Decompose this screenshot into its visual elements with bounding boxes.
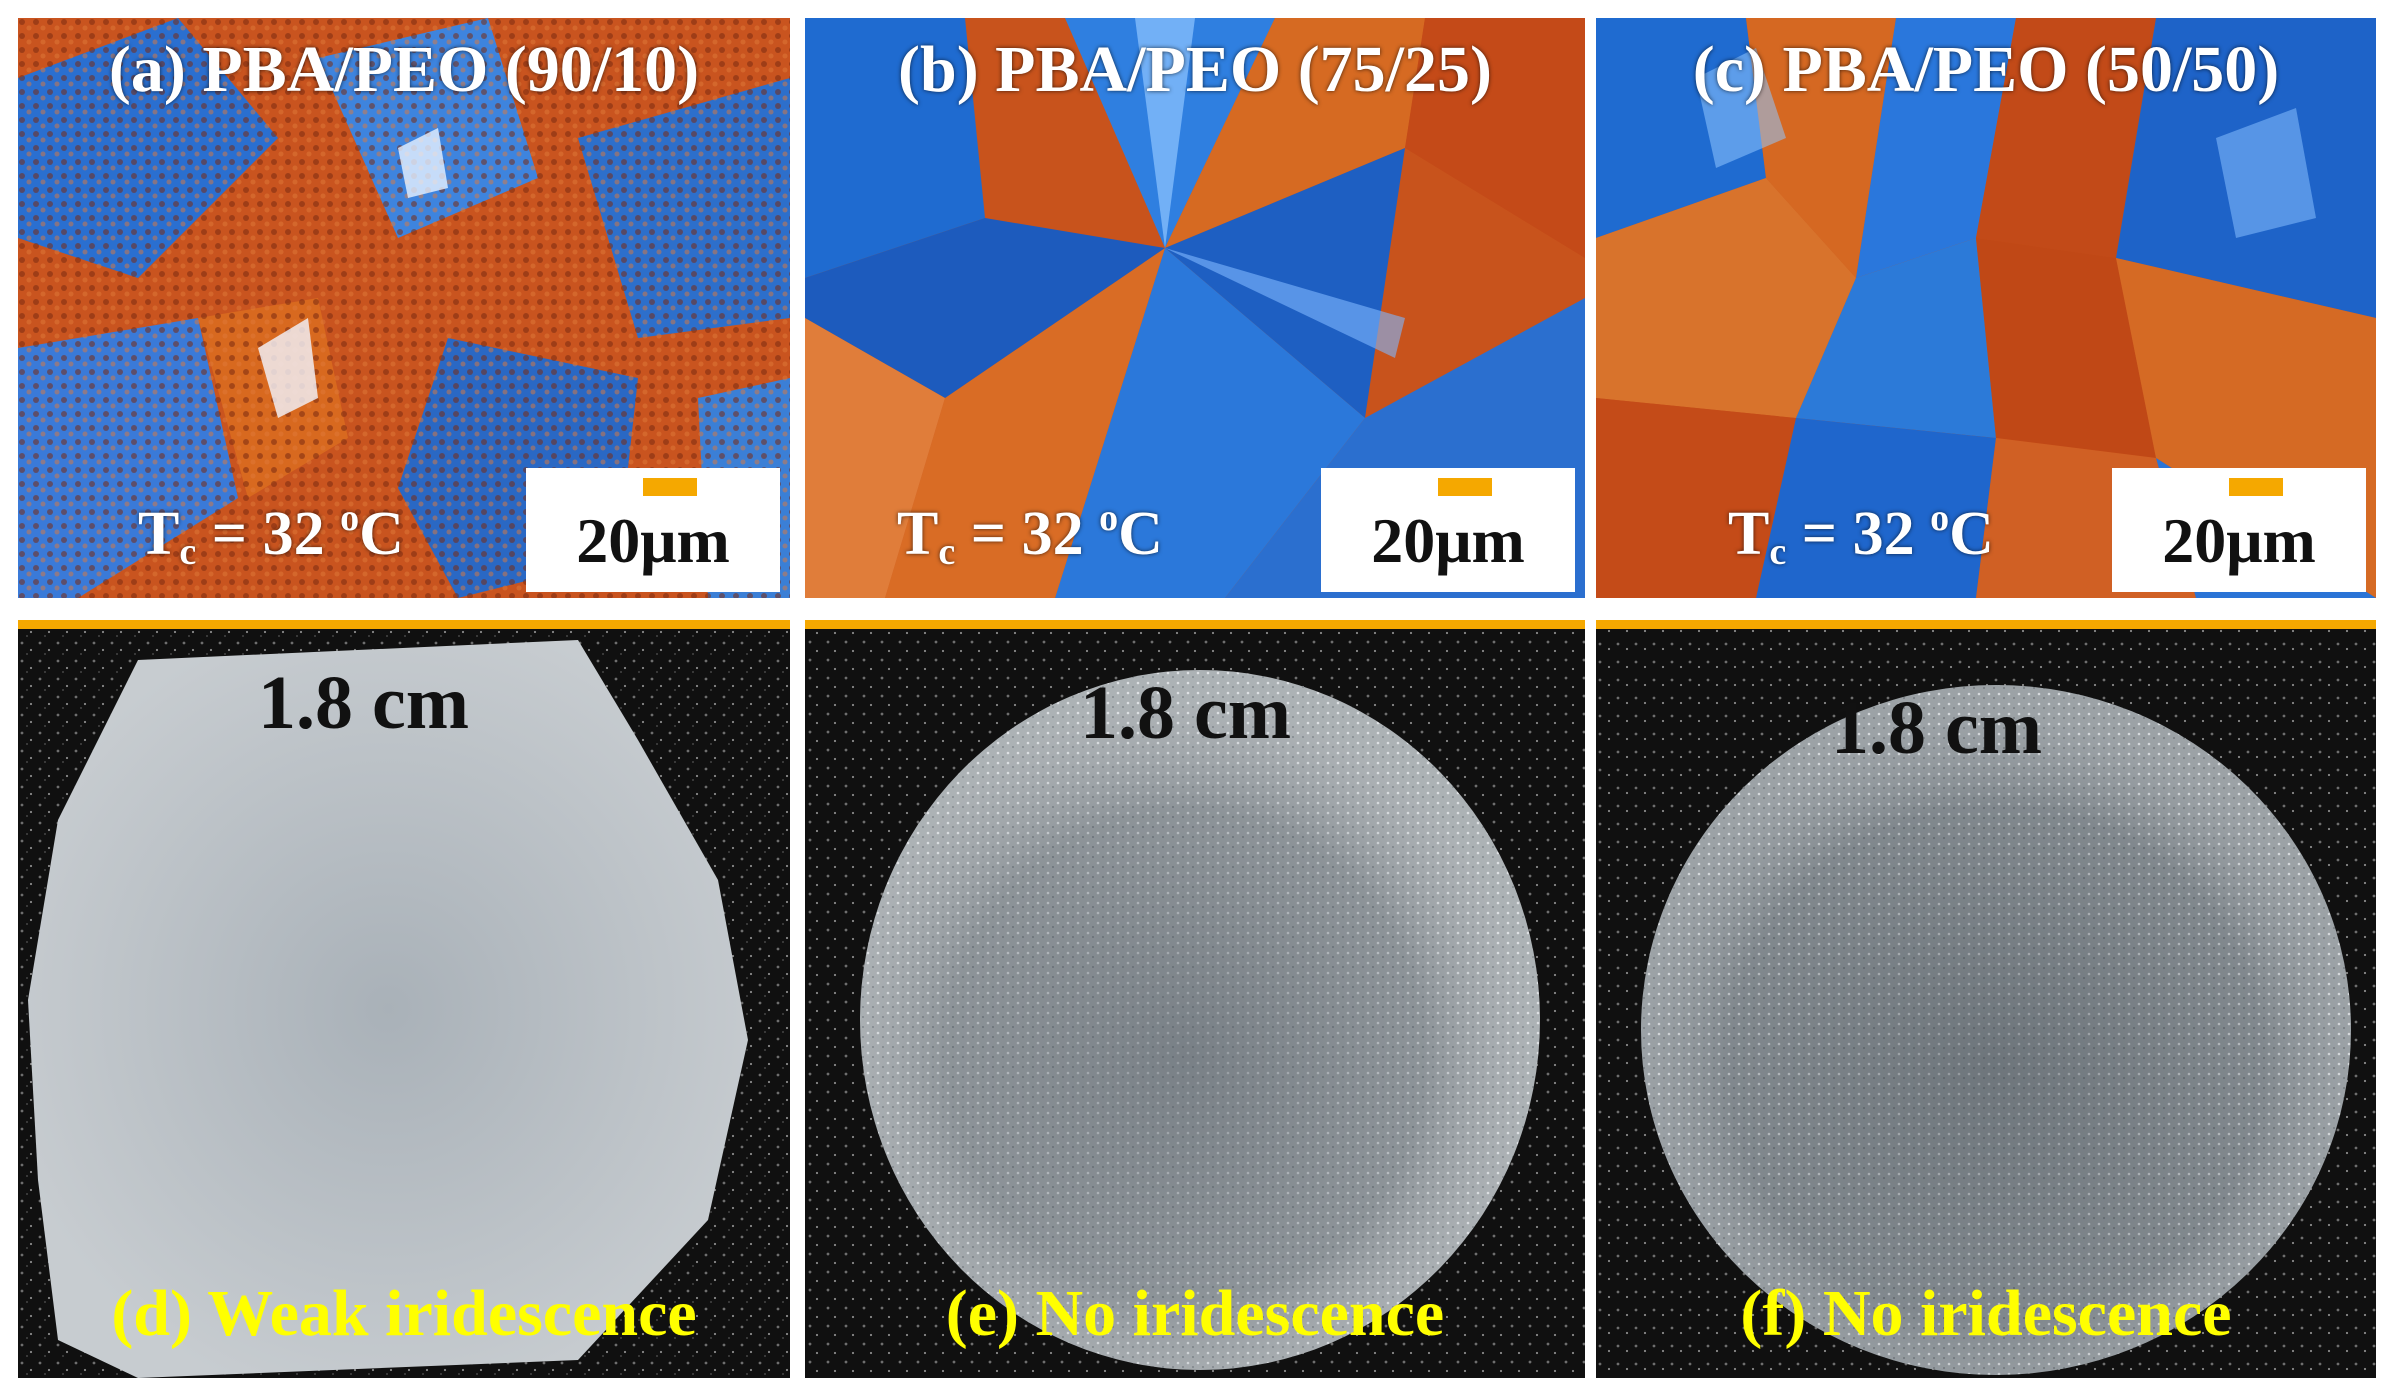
scale-bar-box-c: 20μm — [2112, 468, 2366, 592]
caption-d: (d) Weak iridescence — [111, 1277, 697, 1350]
panel-title-c: (c) PBA/PEO (50/50) — [1692, 33, 2280, 106]
caption-e: (e) No iridescence — [945, 1277, 1445, 1350]
sample-photo-d — [18, 620, 790, 1378]
crystallization-temperature-a: Tc = 32 oC — [138, 497, 404, 573]
micrograph-panel-c: (c) PBA/PEO (50/50) Tc = 32 oC 20μm — [1596, 18, 2376, 598]
scale-bar-box-a: 20μm — [526, 468, 780, 592]
size-label-d: 1.8 cm — [258, 661, 470, 745]
scale-bar-box-b: 20μm — [1321, 468, 1575, 592]
size-label-e: 1.8 cm — [1080, 671, 1292, 755]
crystallization-temperature-b: Tc = 32 oC — [897, 497, 1163, 573]
scale-bar-b — [1438, 478, 1492, 496]
crystallization-temperature-c: Tc = 32 oC — [1728, 497, 1994, 573]
panel-title-a: (a) PBA/PEO (90/10) — [108, 33, 700, 106]
sample-photo-panel-e: 1.8 cm (e) No iridescence — [805, 620, 1585, 1378]
scale-bar-a — [643, 478, 697, 496]
panel-divider-d — [18, 620, 790, 629]
sample-photo-e — [805, 620, 1585, 1378]
micrograph-panel-b: (b) PBA/PEO (75/25) Tc = 32 oC 20μm — [805, 18, 1585, 598]
sample-photo-f — [1596, 620, 2376, 1378]
panel-divider-f — [1596, 620, 2376, 629]
scale-bar-c — [2229, 478, 2283, 496]
size-label-f: 1.8 cm — [1831, 686, 2043, 770]
panel-divider-e — [805, 620, 1585, 629]
micrograph-panel-a: (a) PBA/PEO (90/10) Tc = 32 oC 20μm — [18, 18, 790, 598]
panel-title-b: (b) PBA/PEO (75/25) — [898, 33, 1492, 106]
sample-photo-panel-d: 1.8 cm (d) Weak iridescence — [18, 620, 790, 1378]
sample-photo-panel-f: 1.8 cm (f) No iridescence — [1596, 620, 2376, 1378]
scale-label-b: 20μm — [1371, 505, 1525, 576]
scale-label-a: 20μm — [576, 505, 730, 576]
caption-f: (f) No iridescence — [1740, 1277, 2232, 1350]
scale-label-c: 20μm — [2162, 505, 2316, 576]
